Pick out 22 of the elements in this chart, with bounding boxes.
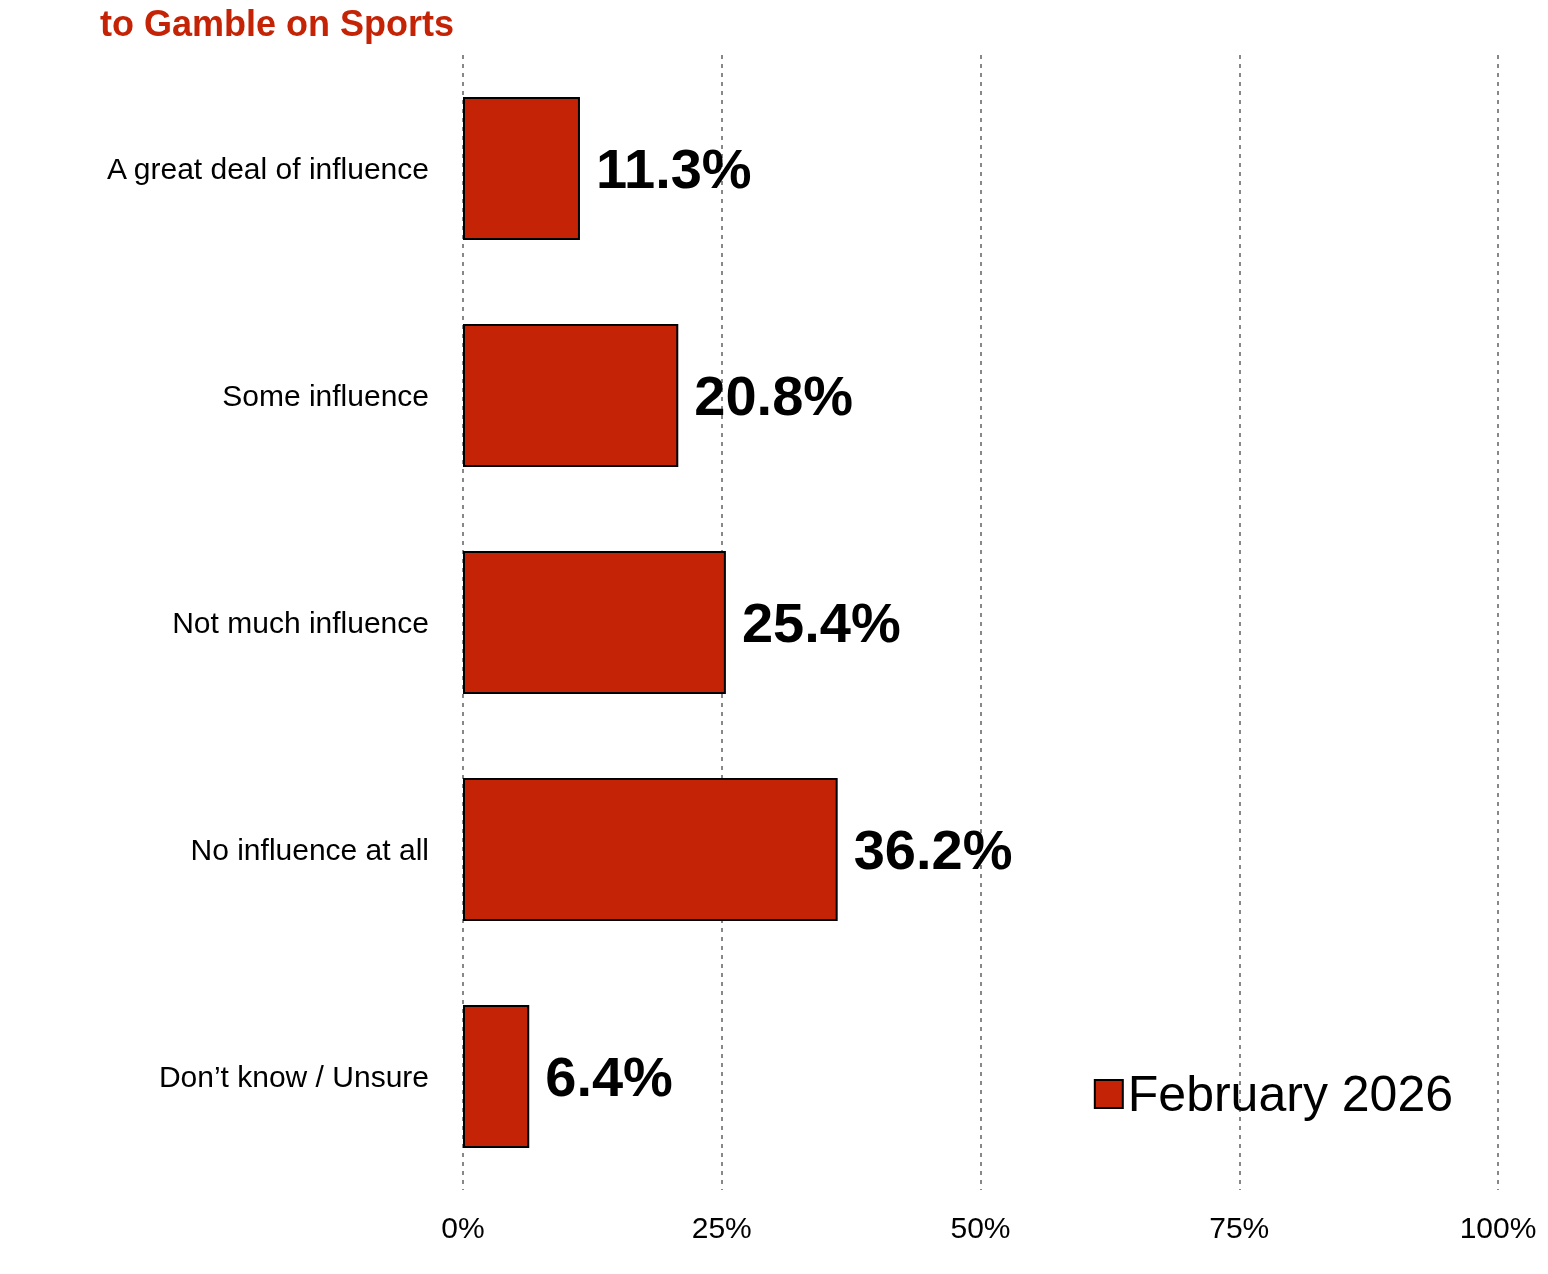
y-tick-label: Not much influence [172,606,429,639]
x-tick-label: 0% [441,1210,485,1244]
bar [463,97,580,241]
legend-label: February 2026 [1127,1066,1454,1122]
chart-title: to Gamble on Sports [100,2,455,44]
x-tick-label: 75% [1209,1210,1270,1244]
data-label: 25.4% [741,591,901,654]
x-tick-label: 100% [1459,1210,1537,1244]
x-tick-label: 25% [691,1210,752,1244]
data-label: 20.8% [694,364,854,427]
data-label: 36.2% [853,818,1013,881]
y-tick-label: Don’t know / Unsure [158,1060,429,1093]
y-tick-label: A great deal of influence [107,152,429,185]
bar [463,551,726,695]
bar [463,1005,530,1149]
bar [463,324,679,468]
y-tick-label: No influence at all [190,833,429,866]
bar [463,778,838,922]
data-label: 11.3% [595,137,752,200]
y-tick-label: Some influence [222,379,429,412]
data-label: 6.4% [545,1045,673,1108]
x-tick-label: 50% [950,1210,1011,1244]
